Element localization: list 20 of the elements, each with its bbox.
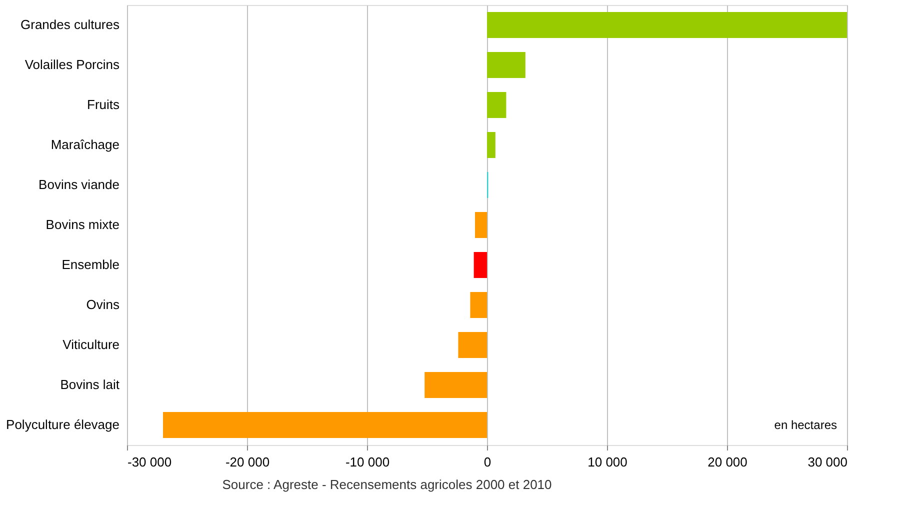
y-tick-label: Grandes cultures [20,17,120,32]
x-tick-label: -10 000 [345,454,390,470]
y-tick-label: Volailles Porcins [24,57,120,72]
y-tick-label: Fruits [87,97,120,112]
y-tick-label: Bovins viande [38,177,120,192]
annotation: en hectares [774,418,837,432]
x-tick-label: -30 000 [128,454,172,470]
x-tick-label: 20 000 [708,454,748,470]
y-tick-label: Maraîchage [50,137,120,152]
y-tick-label: Polyculture élevage [6,417,120,432]
y-tick-label: Ensemble [62,257,120,272]
y-tick-label: Ovins [86,297,120,312]
y-tick-label: Viticulture [62,337,120,352]
x-tick-label: -20 000 [225,454,270,470]
x-tick-label: 30 000 [808,454,848,470]
source-note: Source : Agreste - Recensements agricoles 2000 et 2010 [222,477,552,492]
y-tick-label: Bovins mixte [46,217,120,232]
x-tick-label: 10 000 [588,454,628,470]
x-tick-label: 0 [484,454,492,470]
y-tick-label: Bovins lait [60,377,120,392]
